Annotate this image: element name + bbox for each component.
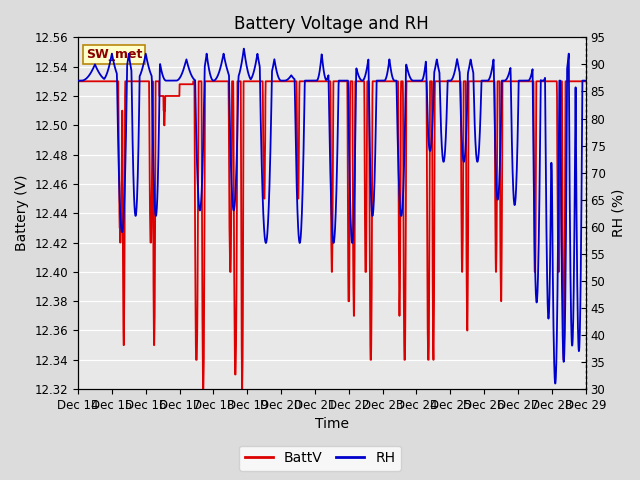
Y-axis label: RH (%): RH (%) [611, 189, 625, 238]
X-axis label: Time: Time [315, 418, 349, 432]
Text: SW_met: SW_met [86, 48, 142, 61]
Y-axis label: Battery (V): Battery (V) [15, 175, 29, 252]
Legend: BattV, RH: BattV, RH [239, 445, 401, 471]
Title: Battery Voltage and RH: Battery Voltage and RH [234, 15, 429, 33]
